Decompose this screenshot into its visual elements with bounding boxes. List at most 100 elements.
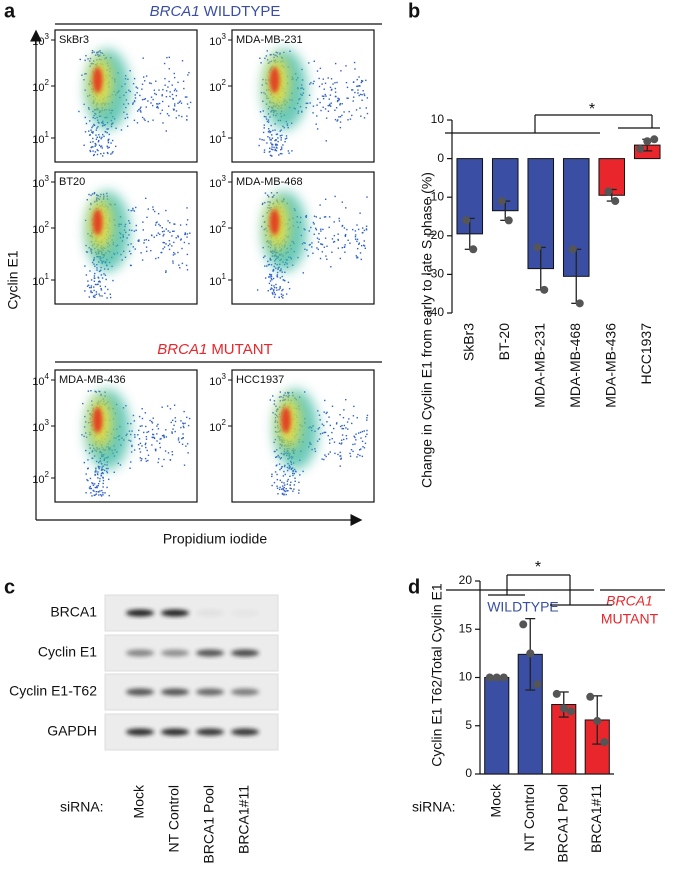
density-dot [141, 425, 143, 427]
tick-base: 10 [32, 178, 44, 190]
density-dot [272, 270, 274, 272]
density-dot [102, 486, 104, 488]
density-dot [337, 119, 339, 121]
density-dot [279, 270, 281, 272]
density-dot [312, 252, 314, 254]
density-dot [166, 405, 169, 407]
density-dot [280, 137, 282, 139]
density-dot [130, 440, 132, 442]
density-dot [321, 423, 324, 425]
density-dot [361, 430, 364, 433]
density-dot [88, 193, 90, 196]
density-dot [347, 428, 349, 430]
y-tick-label: -30 [427, 267, 445, 281]
density-dot [99, 390, 101, 393]
density-dot [315, 228, 318, 231]
density-dot [97, 281, 100, 283]
density-dot [266, 59, 269, 61]
density-dot [166, 56, 168, 59]
density-dot [275, 51, 277, 54]
density-dot [267, 260, 269, 263]
density-dot [87, 280, 89, 282]
density-dot [331, 405, 334, 407]
density-dot [305, 216, 308, 218]
density-dot [329, 103, 331, 106]
density-dot [356, 257, 358, 259]
density-dot [108, 494, 110, 497]
density-dot [360, 115, 362, 117]
density-dot [267, 201, 269, 203]
density-dot [278, 396, 281, 398]
density-dot [263, 124, 266, 126]
density-dot [165, 209, 167, 212]
density-dot [328, 226, 330, 229]
density-dot [163, 62, 166, 65]
density-dot [320, 228, 322, 230]
data-point [533, 243, 542, 252]
density-dot [108, 138, 110, 141]
density-dot [129, 264, 132, 267]
density-dot [100, 146, 102, 148]
density-dot [339, 257, 341, 260]
lane-label: BRCA1 Pool [201, 785, 217, 864]
density-dot [84, 89, 86, 91]
density-dot [260, 91, 263, 94]
density-dot [354, 238, 357, 240]
density-dot [276, 485, 278, 487]
density-dot [128, 222, 131, 224]
density-dot [157, 256, 160, 259]
density-dot [282, 489, 285, 491]
density-dot [172, 230, 174, 233]
density-dot [90, 279, 93, 281]
density-dot [98, 136, 101, 138]
density-dot [343, 111, 345, 113]
density-dot [356, 78, 358, 81]
density-dot [186, 233, 189, 235]
density-dot [279, 152, 282, 155]
density-dot [269, 276, 271, 278]
density-dot [94, 142, 97, 145]
density-dot [144, 412, 147, 414]
density-dot [132, 414, 135, 417]
density-dot [150, 249, 152, 252]
y-tick-label: -10 [427, 189, 445, 203]
density-dot [349, 118, 352, 120]
density-dot [90, 285, 93, 287]
density-dot [152, 433, 155, 436]
density-dot [273, 291, 276, 294]
tick-exponent: 3 [45, 174, 50, 183]
density-dot [321, 83, 323, 85]
density-dot [275, 465, 278, 467]
density-dot [95, 293, 98, 295]
tick-base: 10 [32, 36, 44, 48]
density-dot [270, 124, 272, 127]
density-dot [162, 248, 164, 250]
density-dot [356, 456, 358, 458]
density-dot [89, 120, 91, 122]
density-dot [168, 56, 171, 59]
band [161, 688, 189, 696]
density-dot [270, 130, 272, 133]
density-dot [144, 443, 147, 446]
density-dot [341, 246, 344, 249]
density-dot [341, 201, 343, 203]
density-dot [286, 490, 288, 492]
density-dot [304, 248, 306, 251]
density-dot [130, 433, 132, 436]
density-dot [284, 140, 286, 143]
density-dot [333, 441, 336, 443]
tick-base: 10 [209, 134, 221, 146]
density-dot [319, 204, 321, 206]
density-dot [269, 280, 272, 282]
density-dot [133, 230, 136, 232]
x-tick-label: MDA-MB-231 [531, 323, 547, 408]
plot-name: MDA-MB-468 [236, 176, 303, 188]
density-dot [141, 98, 144, 101]
density-dot [91, 126, 93, 129]
y-tick-label: 0 [437, 151, 444, 165]
density-dot [186, 119, 188, 121]
density-dot [179, 224, 182, 226]
density-dot [189, 232, 191, 234]
density-core [269, 67, 280, 94]
density-dot [107, 152, 109, 155]
